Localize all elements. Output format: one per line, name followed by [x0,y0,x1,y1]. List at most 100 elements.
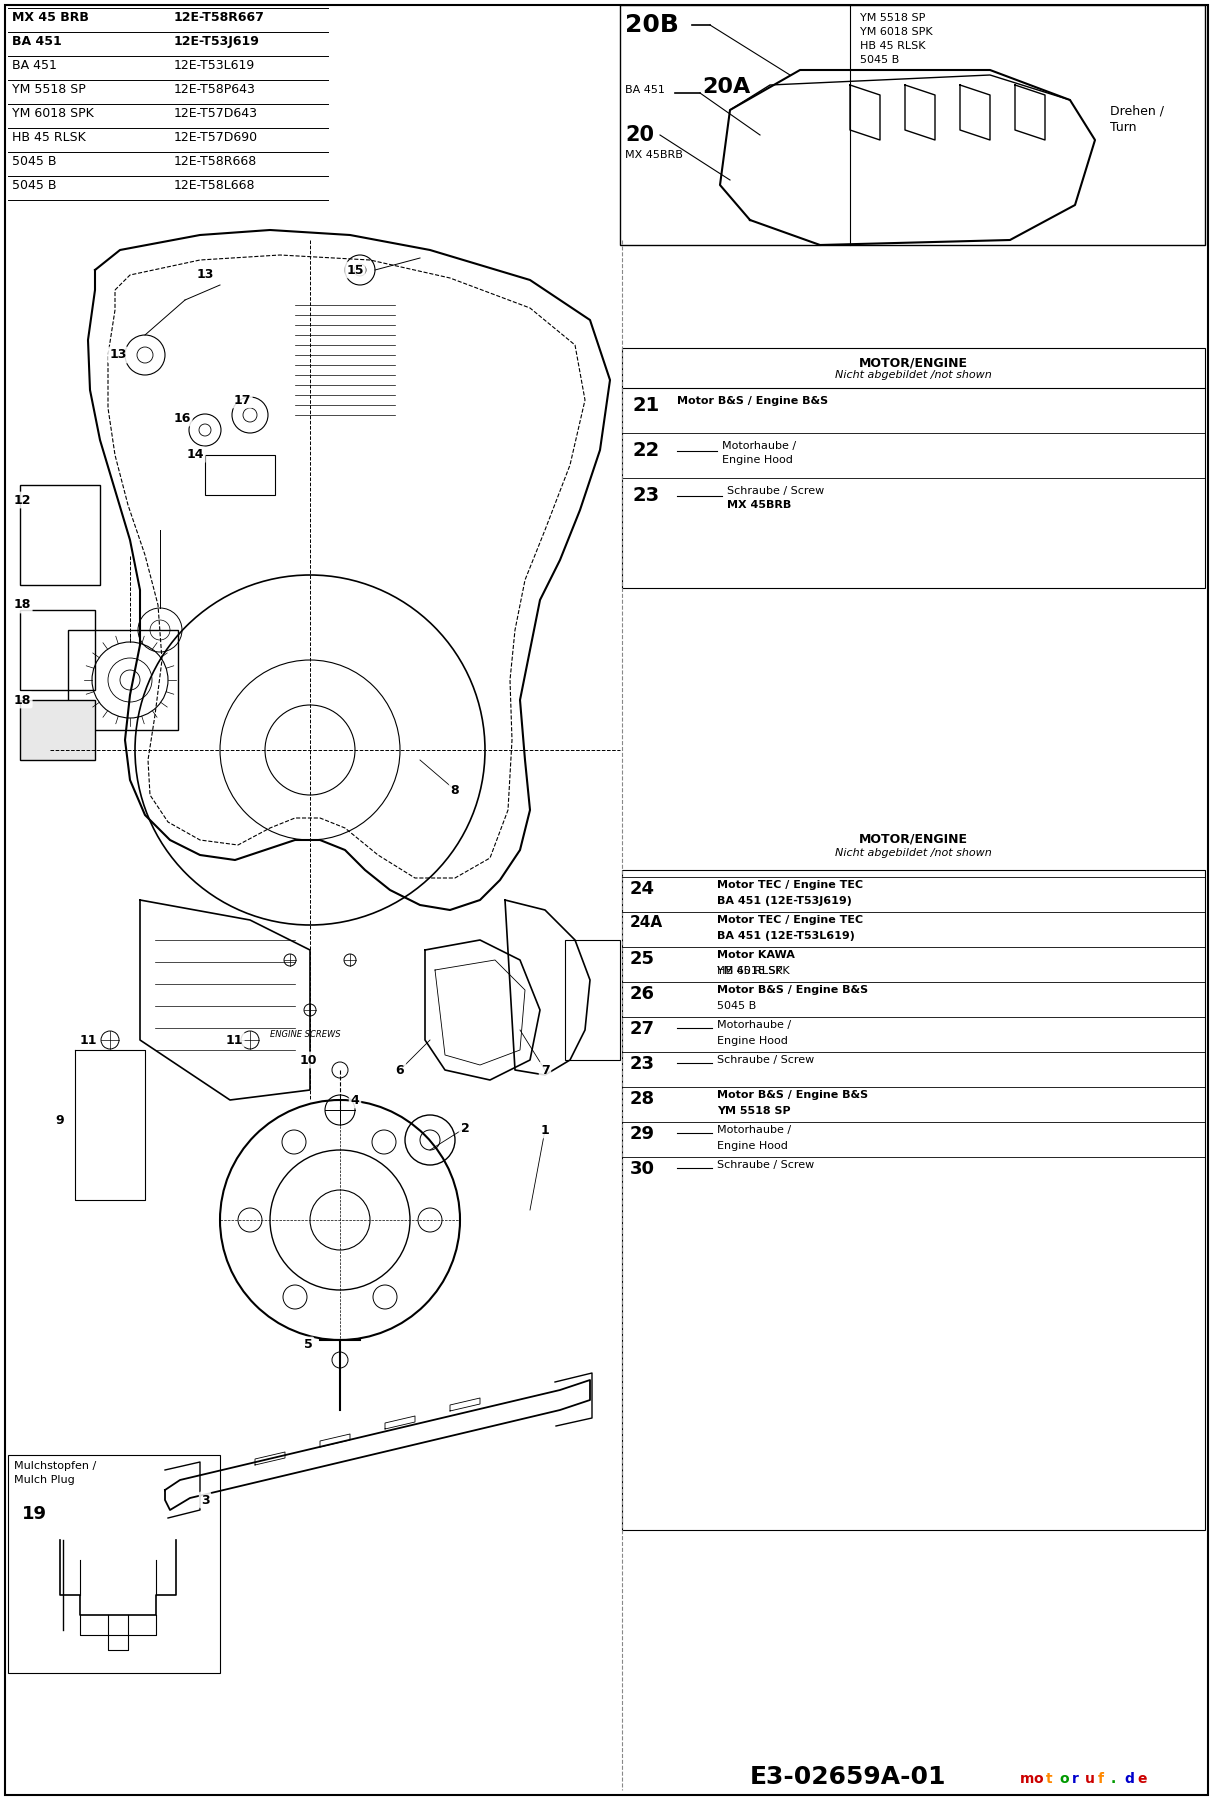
Text: 5045 B: 5045 B [860,56,899,65]
Text: 20: 20 [625,124,654,146]
Text: 10: 10 [300,1053,317,1066]
Text: 1: 1 [541,1123,549,1136]
Bar [68,630,178,731]
Text: 12E-T58R667: 12E-T58R667 [173,11,264,23]
Text: 30: 30 [630,1159,655,1177]
Text: MX 45BRB: MX 45BRB [727,500,791,509]
Text: 13: 13 [197,268,213,281]
Text: f: f [1098,1771,1104,1786]
Text: 12E-T53L619: 12E-T53L619 [173,59,255,72]
Text: 17: 17 [233,394,251,407]
Text: 11: 11 [226,1033,243,1046]
Text: HB 45 RLSK: HB 45 RLSK [860,41,926,50]
Text: 12E-T58L668: 12E-T58L668 [173,178,256,193]
Text: 28: 28 [630,1091,655,1109]
Text: Motorhaube /: Motorhaube / [717,1021,791,1030]
Text: o: o [1059,1771,1069,1786]
Bar [19,484,99,585]
Text: 7: 7 [541,1064,549,1076]
Text: 16: 16 [173,412,190,425]
Text: YM 6018 SPK: YM 6018 SPK [12,106,93,121]
Text: 14: 14 [187,448,204,461]
Text: 20B: 20B [625,13,679,38]
Text: 11: 11 [79,1033,97,1046]
Text: 26: 26 [630,985,655,1003]
Text: Engine Hood: Engine Hood [722,455,793,464]
Text: 2: 2 [461,1121,469,1134]
Text: Schraube / Screw: Schraube / Screw [717,1159,814,1170]
Text: 22: 22 [632,441,659,461]
Text: 29: 29 [630,1125,655,1143]
Text: 21: 21 [632,396,659,416]
Text: Mulchstopfen /: Mulchstopfen / [15,1462,96,1471]
Text: Nicht abgebildet /not shown: Nicht abgebildet /not shown [835,371,991,380]
Text: BA 451: BA 451 [625,85,665,95]
Text: u: u [1084,1771,1095,1786]
Text: d: d [1124,1771,1134,1786]
Text: 5045 B: 5045 B [717,1001,756,1012]
Text: Motor TEC / Engine TEC: Motor TEC / Engine TEC [717,914,864,925]
Text: 3: 3 [200,1494,210,1507]
Text: m: m [1020,1771,1035,1786]
Text: Mulch Plug: Mulch Plug [15,1474,75,1485]
Text: BA 451 (12E-T53J619): BA 451 (12E-T53J619) [717,896,852,905]
Bar [565,940,620,1060]
Text: YM 6018 SPK: YM 6018 SPK [717,967,790,976]
Text: Drehen /: Drehen / [1110,104,1164,119]
Text: HB 45 RLSK: HB 45 RLSK [717,967,782,976]
Text: Turn: Turn [1110,121,1137,133]
Text: HB 45 RLSK: HB 45 RLSK [12,131,86,144]
Text: 19: 19 [22,1505,47,1523]
Text: YM 5518 SP: YM 5518 SP [717,1105,791,1116]
Text: 23: 23 [630,1055,655,1073]
Text: 23: 23 [632,486,659,506]
Text: YM 6018 SPK: YM 6018 SPK [860,27,933,38]
Text: Engine Hood: Engine Hood [717,1037,788,1046]
Text: MOTOR/ENGINE: MOTOR/ENGINE [859,356,968,369]
Text: BA 451: BA 451 [12,59,57,72]
Text: 12E-T57D690: 12E-T57D690 [173,131,258,144]
Text: Motorhaube /: Motorhaube / [717,1125,791,1136]
Text: 12E-T58R668: 12E-T58R668 [173,155,257,167]
Text: 12: 12 [13,493,30,506]
Text: Motor B&S / Engine B&S: Motor B&S / Engine B&S [717,985,869,995]
Text: Motor KAWA: Motor KAWA [717,950,795,959]
Text: MOTOR/ENGINE: MOTOR/ENGINE [859,832,968,844]
Text: 6: 6 [395,1064,404,1076]
Text: YM 5518 SP: YM 5518 SP [860,13,926,23]
Text: 12E-T58P643: 12E-T58P643 [173,83,256,95]
Text: 13: 13 [109,349,126,362]
Text: 25: 25 [630,950,655,968]
Text: BA 451: BA 451 [12,34,62,49]
Text: MX 45 BRB: MX 45 BRB [12,11,89,23]
Text: r: r [1072,1771,1078,1786]
Text: Motor B&S / Engine B&S: Motor B&S / Engine B&S [677,396,828,407]
Text: BA 451 (12E-T53L619): BA 451 (12E-T53L619) [717,931,855,941]
Text: 15: 15 [346,263,364,277]
Text: MX 45BRB: MX 45BRB [625,149,683,160]
Text: 24: 24 [630,880,655,898]
Text: 24A: 24A [630,914,664,931]
Text: t: t [1046,1771,1053,1786]
Text: 5045 B: 5045 B [12,178,57,193]
Text: Motor B&S / Engine B&S: Motor B&S / Engine B&S [717,1091,869,1100]
Text: o: o [1033,1771,1043,1786]
Text: YM 5518 SP: YM 5518 SP [12,83,86,95]
Text: 18: 18 [13,598,30,612]
Bar [622,347,1205,589]
Text: e: e [1137,1771,1146,1786]
Text: 12E-T57D643: 12E-T57D643 [173,106,258,121]
Bar [8,1454,220,1672]
Text: Schraube / Screw: Schraube / Screw [727,486,825,497]
Text: 12E-T53J619: 12E-T53J619 [173,34,260,49]
Text: 27: 27 [630,1021,655,1039]
Bar [19,610,95,689]
Text: .: . [1111,1771,1116,1786]
Text: E3-02659A-01: E3-02659A-01 [750,1766,946,1789]
Text: 20A: 20A [702,77,751,97]
Text: Motorhaube /: Motorhaube / [722,441,796,452]
Bar [620,5,1205,245]
Text: 18: 18 [13,693,30,706]
Text: Motor TEC / Engine TEC: Motor TEC / Engine TEC [717,880,864,889]
Text: 5045 B: 5045 B [12,155,57,167]
